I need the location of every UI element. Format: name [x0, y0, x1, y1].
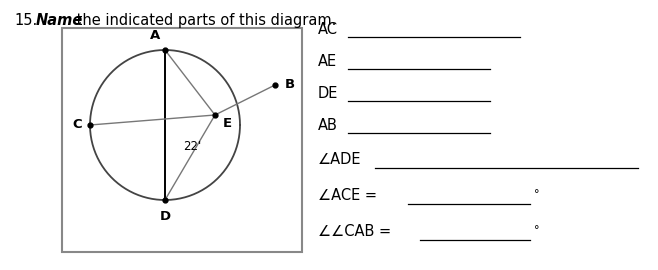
Text: DE: DE [318, 86, 338, 100]
Text: °: ° [534, 189, 540, 199]
Text: AE: AE [318, 53, 337, 69]
Text: °: ° [534, 225, 540, 235]
Text: C: C [72, 119, 82, 131]
Text: D: D [159, 210, 170, 223]
Text: AC: AC [318, 22, 338, 36]
Bar [62, 28, 302, 252]
Text: A: A [150, 29, 160, 42]
Text: E: E [223, 117, 232, 130]
Text: ∠ACE =: ∠ACE = [318, 188, 377, 204]
Text: AB: AB [318, 117, 338, 133]
Text: Name: Name [36, 13, 84, 28]
Text: ∠ADE: ∠ADE [318, 153, 361, 167]
Text: 15.: 15. [14, 13, 38, 28]
Text: the indicated parts of this diagram.: the indicated parts of this diagram. [72, 13, 336, 28]
Text: B: B [285, 79, 295, 92]
Text: 22': 22' [183, 140, 201, 154]
Text: ∠∠CAB =: ∠∠CAB = [318, 224, 391, 239]
